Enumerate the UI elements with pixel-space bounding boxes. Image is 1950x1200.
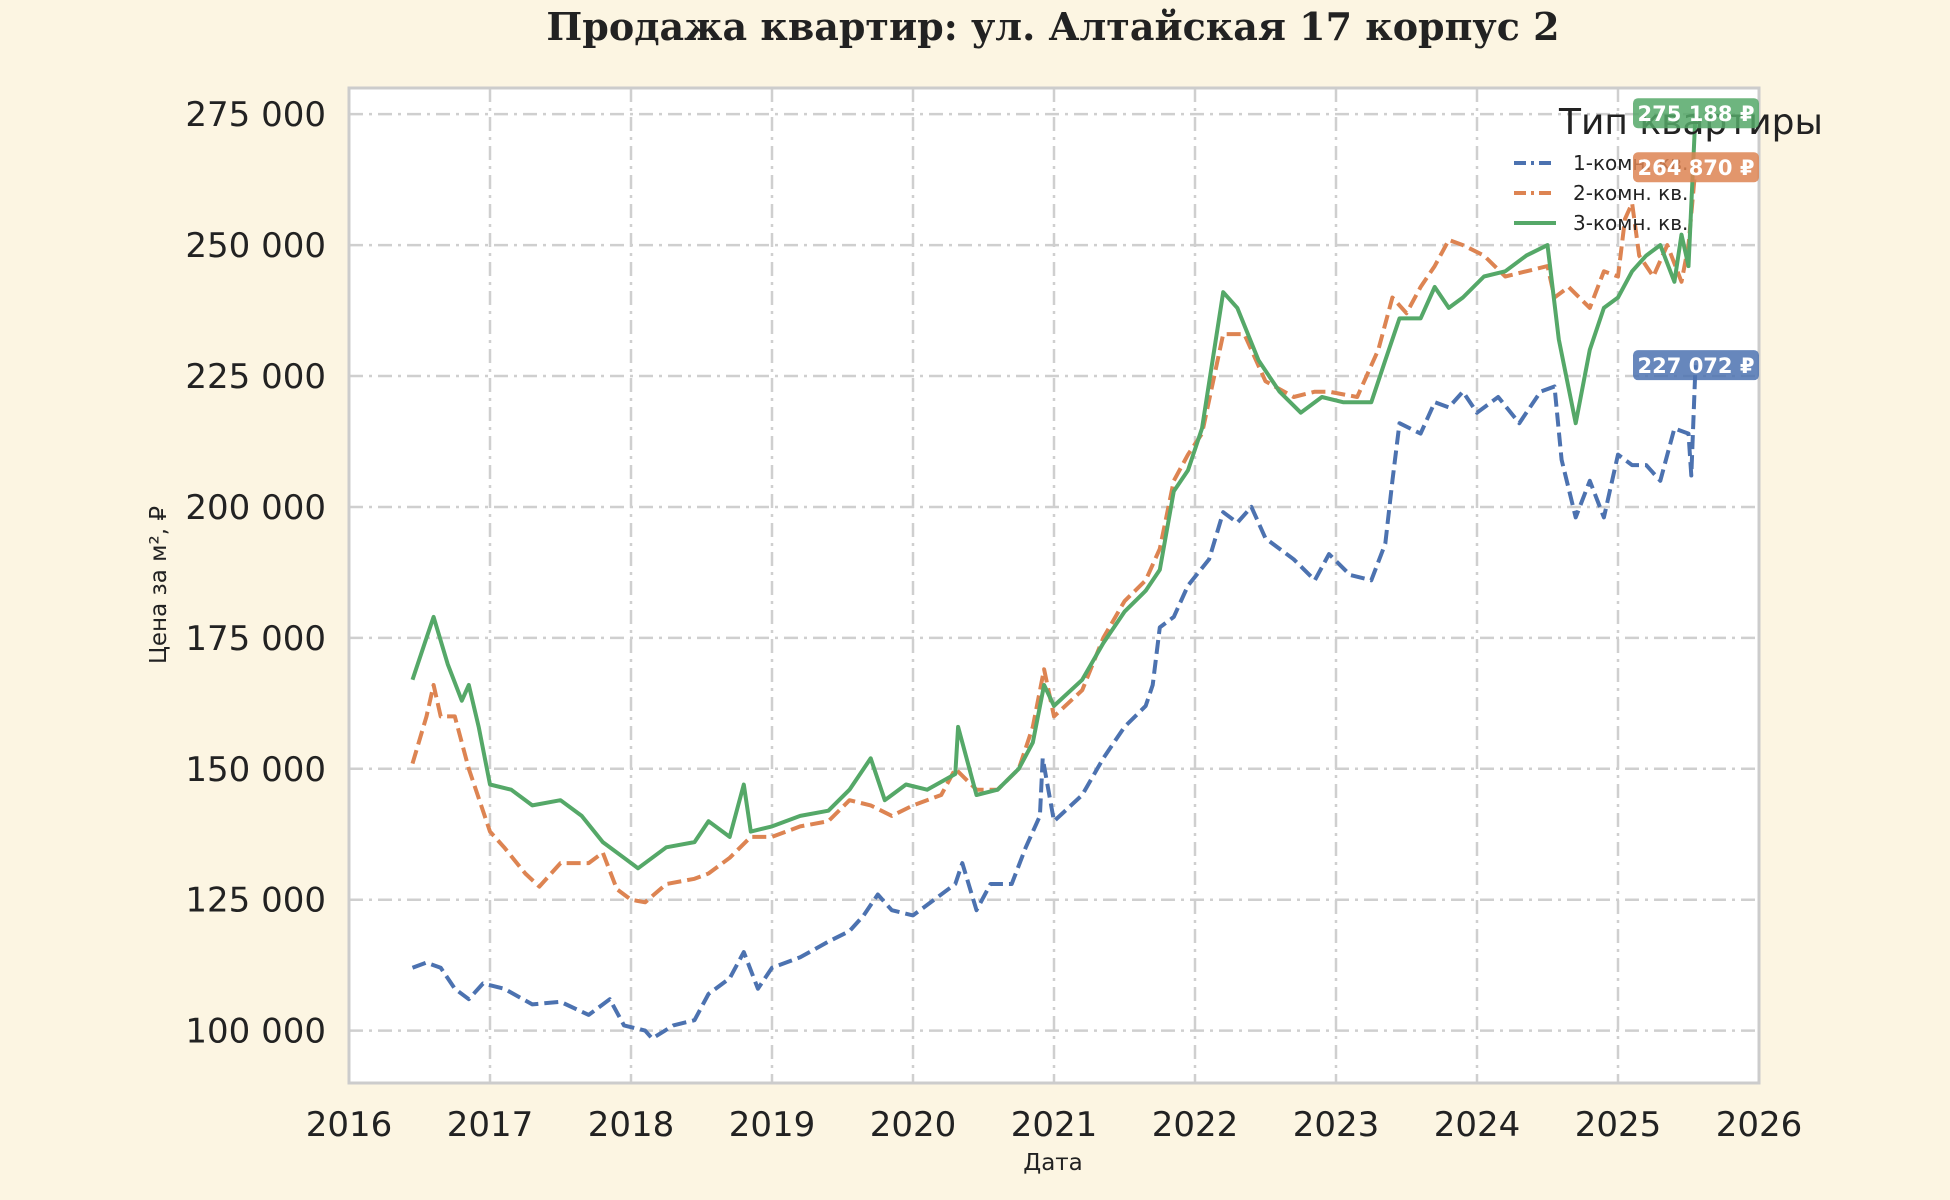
end-value-badge	[1633, 350, 1759, 381]
end-value-label: 227 072 ₽	[1638, 354, 1755, 378]
x-tick-label: 2020	[870, 1105, 957, 1145]
x-tick-label: 2021	[1011, 1105, 1098, 1145]
x-tick-label: 2023	[1293, 1105, 1380, 1145]
y-tick-label: 100 000	[185, 1012, 326, 1052]
legend-label: 3-комн. кв.	[1573, 211, 1688, 235]
end-value-labels: 227 072 ₽ 264 870 ₽ 275 188 ₽	[1633, 98, 1759, 381]
series-line-1	[411, 365, 1698, 1041]
legend-label: 2-комн. кв.	[1573, 181, 1688, 205]
y-tick-label: 125 000	[185, 881, 326, 921]
y-tick-label: 150 000	[185, 750, 326, 790]
series-lines	[410, 113, 1698, 1041]
plot-frame	[347, 86, 1761, 1085]
chart-title: Продажа квартир: ул. Алтайская 17 корпус…	[546, 4, 1559, 49]
series-line-3	[410, 113, 1698, 871]
end-value-badge	[1633, 152, 1759, 183]
x-tick-label: 2026	[1716, 1105, 1803, 1145]
y-tick-label: 225 000	[185, 357, 326, 397]
x-tick-label: 2025	[1575, 1105, 1662, 1145]
y-tick-label: 175 000	[185, 619, 326, 659]
x-axis-ticks: 2016 2017 2018 2019 2020 2021 2022 2023 2024 2025…	[306, 1105, 1803, 1145]
x-tick-label: 2019	[729, 1105, 816, 1145]
y-tick-label: 250 000	[185, 226, 326, 266]
y-axis-label: Цена за м², ₽	[146, 506, 172, 664]
x-axis-label: Дата	[1023, 1150, 1083, 1176]
y-tick-label: 200 000	[185, 488, 326, 528]
y-axis-ticks: 100 000 125 000 150 000 175 000 200 000 225 0…	[185, 95, 326, 1051]
y-tick-label: 275 000	[185, 95, 326, 135]
end-value-label: 275 188 ₽	[1638, 102, 1755, 126]
x-tick-label: 2022	[1152, 1105, 1239, 1145]
grid-lines	[349, 88, 1759, 1083]
x-tick-label: 2024	[1434, 1105, 1521, 1145]
x-tick-label: 2017	[447, 1105, 534, 1145]
end-value-badge	[1633, 98, 1759, 129]
end-value-label: 264 870 ₽	[1638, 156, 1755, 180]
x-tick-label: 2018	[588, 1105, 675, 1145]
x-tick-label: 2016	[306, 1105, 393, 1145]
